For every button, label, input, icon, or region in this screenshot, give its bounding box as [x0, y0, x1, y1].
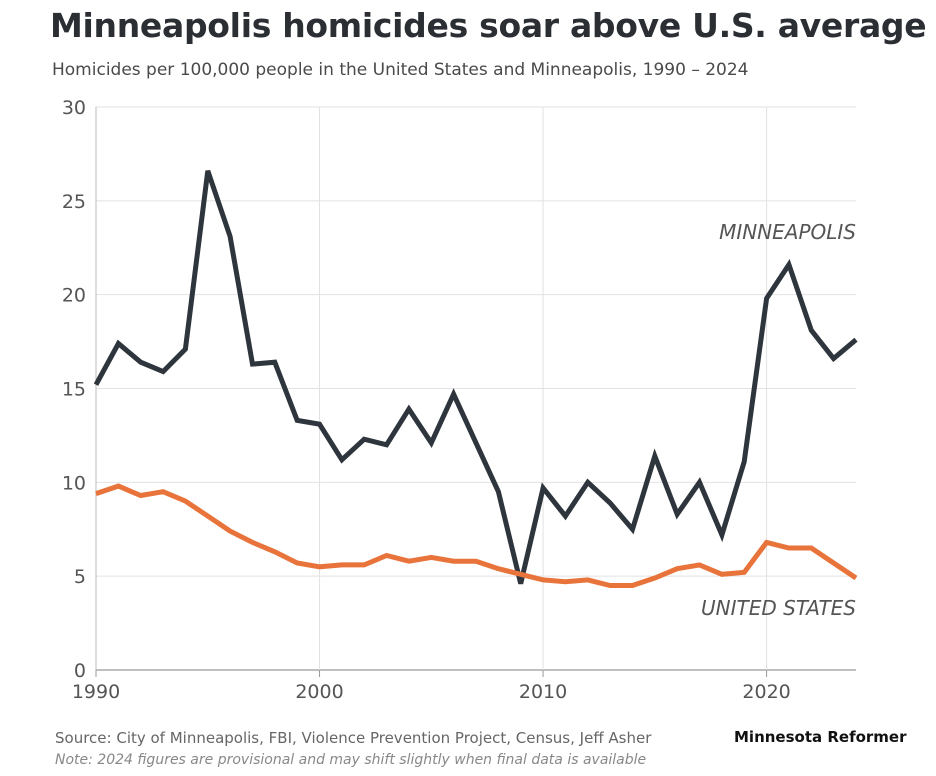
series-lines [93, 169, 858, 588]
y-tick-label-30: 30 [62, 97, 86, 119]
source-note: Source: City of Minneapolis, FBI, Violen… [55, 729, 652, 747]
x-tick-label-2020: 2020 [742, 681, 790, 703]
y-tick-label-25: 25 [62, 191, 86, 213]
y-tick-label-15: 15 [62, 379, 86, 401]
gridlines [95, 106, 856, 677]
series-label-minneapolis: MINNEAPOLIS [719, 220, 856, 244]
x-axis-tick-labels: 1990 2000 2010 2020 [72, 681, 791, 703]
x-tick-label-2010: 2010 [519, 681, 567, 703]
provisional-note: Note: 2024 figures are provisional and m… [55, 752, 647, 768]
chart-subtitle: Homicides per 100,000 people in the Unit… [52, 60, 749, 80]
chart-title: Minneapolis homicides soar above U.S. av… [50, 6, 927, 45]
x-tick-label-2000: 2000 [295, 681, 343, 703]
y-tick-label-5: 5 [74, 566, 86, 588]
y-tick-label-20: 20 [62, 285, 86, 307]
y-tick-label-10: 10 [62, 472, 86, 494]
series-labels: MINNEAPOLIS UNITED STATES [701, 220, 856, 620]
series-label-united-states: UNITED STATES [701, 596, 856, 620]
brand-logo-text: Minnesota Reformer [734, 728, 907, 746]
line-chart: 0 5 10 15 20 25 30 1990 2000 2010 2020 MINNEAPOLI… [62, 97, 858, 703]
series-line-minneapolis [93, 169, 858, 585]
series-line-united-states [95, 483, 858, 588]
y-tick-label-0: 0 [74, 660, 86, 682]
y-axis-tick-labels: 0 5 10 15 20 25 30 [62, 97, 86, 682]
x-tick-label-1990: 1990 [72, 681, 120, 703]
